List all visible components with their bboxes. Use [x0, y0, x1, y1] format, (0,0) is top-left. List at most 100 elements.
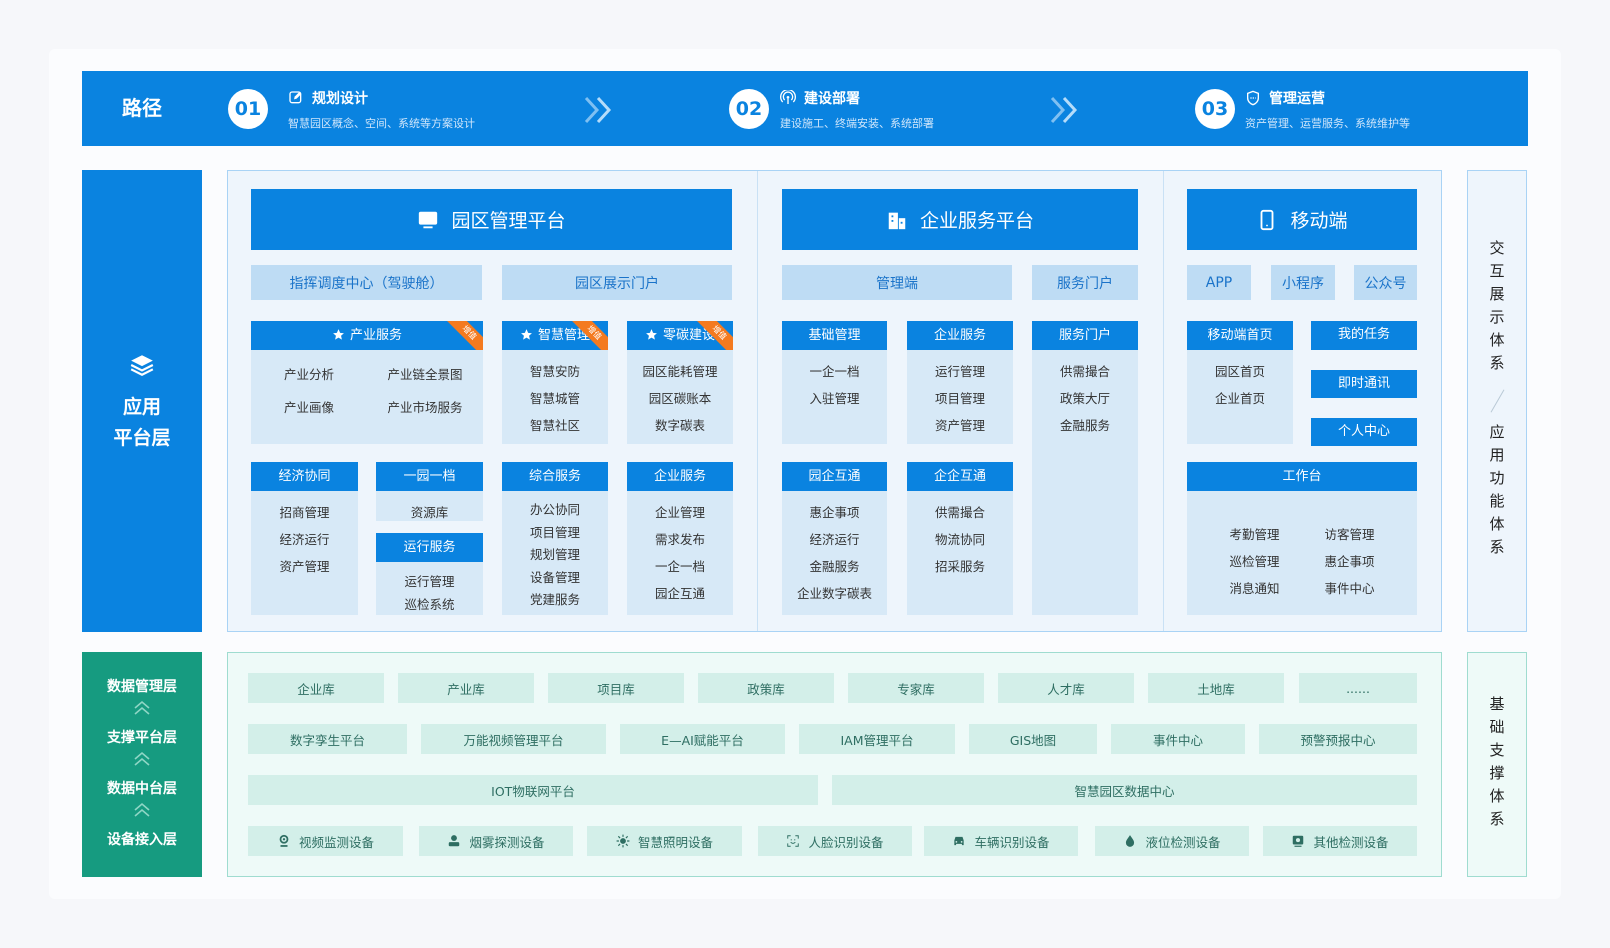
module-item[interactable]: 园区碳账本: [648, 391, 712, 406]
module-item[interactable]: 智慧城管: [529, 391, 580, 406]
module-item[interactable]: 资源库: [410, 505, 449, 520]
module-item[interactable]: 园区能耗管理: [642, 364, 718, 379]
module-card-header[interactable]: 基础管理: [782, 321, 887, 350]
module-item[interactable]: 产业链全景图: [387, 367, 463, 382]
module-item[interactable]: 资产管理: [934, 418, 985, 433]
device-box[interactable]: 车辆识别设备: [924, 826, 1078, 856]
module-item[interactable]: 园区首页: [1214, 364, 1265, 379]
module-item[interactable]: 产业画像: [283, 400, 334, 415]
module-card-header[interactable]: 企业服务: [907, 321, 1013, 350]
module-card: 服务门户供需撮合政策大厅金融服务: [1032, 321, 1138, 615]
mobile-function-button[interactable]: 个人中心: [1311, 418, 1417, 446]
module-card-header[interactable]: 运行服务: [376, 533, 483, 562]
portal-tab[interactable]: APP: [1187, 265, 1251, 300]
module-item[interactable]: 巡检管理: [1229, 554, 1280, 569]
database-box[interactable]: 专家库: [848, 673, 984, 703]
portal-tab[interactable]: 小程序: [1271, 265, 1335, 300]
module-item[interactable]: 资产管理: [279, 559, 330, 574]
module-item[interactable]: 园企互通: [654, 586, 705, 601]
module-item[interactable]: 企业首页: [1214, 391, 1265, 406]
module-item[interactable]: 运行管理: [404, 574, 455, 589]
portal-tab[interactable]: 管理端: [782, 265, 1012, 300]
module-item[interactable]: 考勤管理: [1229, 527, 1280, 542]
support-platform-box[interactable]: 预警预报中心: [1259, 724, 1417, 754]
module-item[interactable]: 需求发布: [654, 532, 705, 547]
module-item[interactable]: 一企一档: [809, 364, 860, 379]
module-item[interactable]: 企业数字碳表: [796, 586, 872, 601]
database-box[interactable]: 企业库: [248, 673, 384, 703]
module-item[interactable]: 招商管理: [279, 505, 330, 520]
module-item[interactable]: 数字碳表: [654, 418, 705, 433]
database-box[interactable]: 人才库: [998, 673, 1134, 703]
module-card-header[interactable]: 智慧管理 增值: [502, 321, 608, 350]
module-item[interactable]: 企业管理: [654, 505, 705, 520]
portal-tab[interactable]: 指挥调度中心（驾驶舱）: [251, 265, 482, 300]
interaction-system-label: 交互展示体系: [1487, 240, 1506, 378]
device-box[interactable]: 烟雾探测设备: [419, 826, 573, 856]
database-box[interactable]: 项目库: [548, 673, 684, 703]
module-item[interactable]: 供需撮合: [934, 505, 985, 520]
module-item[interactable]: 惠企事项: [1324, 554, 1375, 569]
module-card-header[interactable]: 服务门户: [1032, 321, 1138, 350]
support-platform-box[interactable]: 事件中心: [1111, 724, 1245, 754]
camera-icon: [279, 834, 289, 847]
module-item[interactable]: 物流协同: [934, 532, 985, 547]
data-middle-platform-box[interactable]: 智慧园区数据中心: [832, 775, 1417, 805]
module-card-header[interactable]: 企业服务: [627, 462, 733, 491]
device-box[interactable]: 液位检测设备: [1095, 826, 1249, 856]
module-card-header[interactable]: 综合服务: [502, 462, 608, 491]
module-item[interactable]: 政策大厅: [1059, 391, 1110, 406]
module-card-header[interactable]: 园企互通: [782, 462, 887, 491]
module-item[interactable]: 惠企事项: [809, 505, 860, 520]
device-box[interactable]: 智慧照明设备: [587, 826, 742, 856]
module-item[interactable]: 运行管理: [934, 364, 985, 379]
portal-tab[interactable]: 园区展示门户: [502, 265, 732, 300]
module-item[interactable]: 事件中心: [1324, 581, 1375, 596]
module-card-header[interactable]: 零碳建设 增值: [627, 321, 733, 350]
module-card-header[interactable]: 移动端首页: [1187, 321, 1293, 350]
mobile-function-button[interactable]: 我的任务: [1311, 321, 1417, 350]
device-box[interactable]: 其他检测设备: [1263, 826, 1417, 856]
module-item[interactable]: 入驻管理: [809, 391, 860, 406]
module-item[interactable]: 产业市场服务: [387, 400, 463, 415]
database-box[interactable]: 土地库: [1148, 673, 1284, 703]
support-platform-box[interactable]: 万能视频管理平台: [421, 724, 606, 754]
module-card-header[interactable]: 一园一档: [376, 462, 483, 491]
module-card-header[interactable]: 企企互通: [907, 462, 1013, 491]
module-item[interactable]: 金融服务: [1059, 418, 1110, 433]
module-item[interactable]: 招采服务: [934, 559, 985, 574]
module-item[interactable]: 巡检系统: [404, 597, 455, 612]
module-item[interactable]: 一企一档: [654, 559, 705, 574]
portal-tab[interactable]: 服务门户: [1032, 265, 1138, 300]
database-box[interactable]: 产业库: [398, 673, 534, 703]
data-middle-platform-box[interactable]: IOT物联网平台: [248, 775, 818, 805]
support-platform-box[interactable]: IAM管理平台: [799, 724, 955, 754]
database-box[interactable]: 政策库: [698, 673, 834, 703]
module-item[interactable]: 智慧安防: [529, 364, 580, 379]
module-item[interactable]: 规划管理: [529, 547, 580, 562]
module-item[interactable]: 党建服务: [529, 592, 580, 607]
mobile-function-button[interactable]: 即时通讯: [1311, 370, 1417, 398]
module-item[interactable]: 办公协同: [529, 502, 580, 517]
module-item[interactable]: 访客管理: [1324, 527, 1375, 542]
module-card-header[interactable]: 产业服务 增值: [251, 321, 483, 350]
module-item[interactable]: 消息通知: [1229, 581, 1280, 596]
module-item[interactable]: 项目管理: [934, 391, 985, 406]
module-item[interactable]: 智慧社区: [529, 418, 580, 433]
support-platform-box[interactable]: 数字孪生平台: [248, 724, 407, 754]
module-item[interactable]: 金融服务: [809, 559, 860, 574]
support-platform-box[interactable]: GIS地图: [969, 724, 1097, 754]
device-box[interactable]: 人脸识别设备: [758, 826, 912, 856]
module-item[interactable]: 供需撮合: [1059, 364, 1110, 379]
device-box[interactable]: 视频监测设备: [248, 826, 403, 856]
module-card-header[interactable]: 经济协同: [251, 462, 358, 491]
database-box[interactable]: ......: [1299, 673, 1417, 703]
module-item[interactable]: 设备管理: [529, 569, 580, 585]
module-item[interactable]: 产业分析: [283, 367, 334, 382]
support-platform-box[interactable]: E—AI赋能平台: [620, 724, 785, 754]
module-item[interactable]: 项目管理: [529, 524, 580, 540]
module-card-header[interactable]: 工作台: [1187, 462, 1417, 491]
module-item[interactable]: 经济运行: [279, 532, 330, 547]
module-item[interactable]: 经济运行: [809, 532, 860, 547]
portal-tab[interactable]: 公众号: [1354, 265, 1417, 300]
